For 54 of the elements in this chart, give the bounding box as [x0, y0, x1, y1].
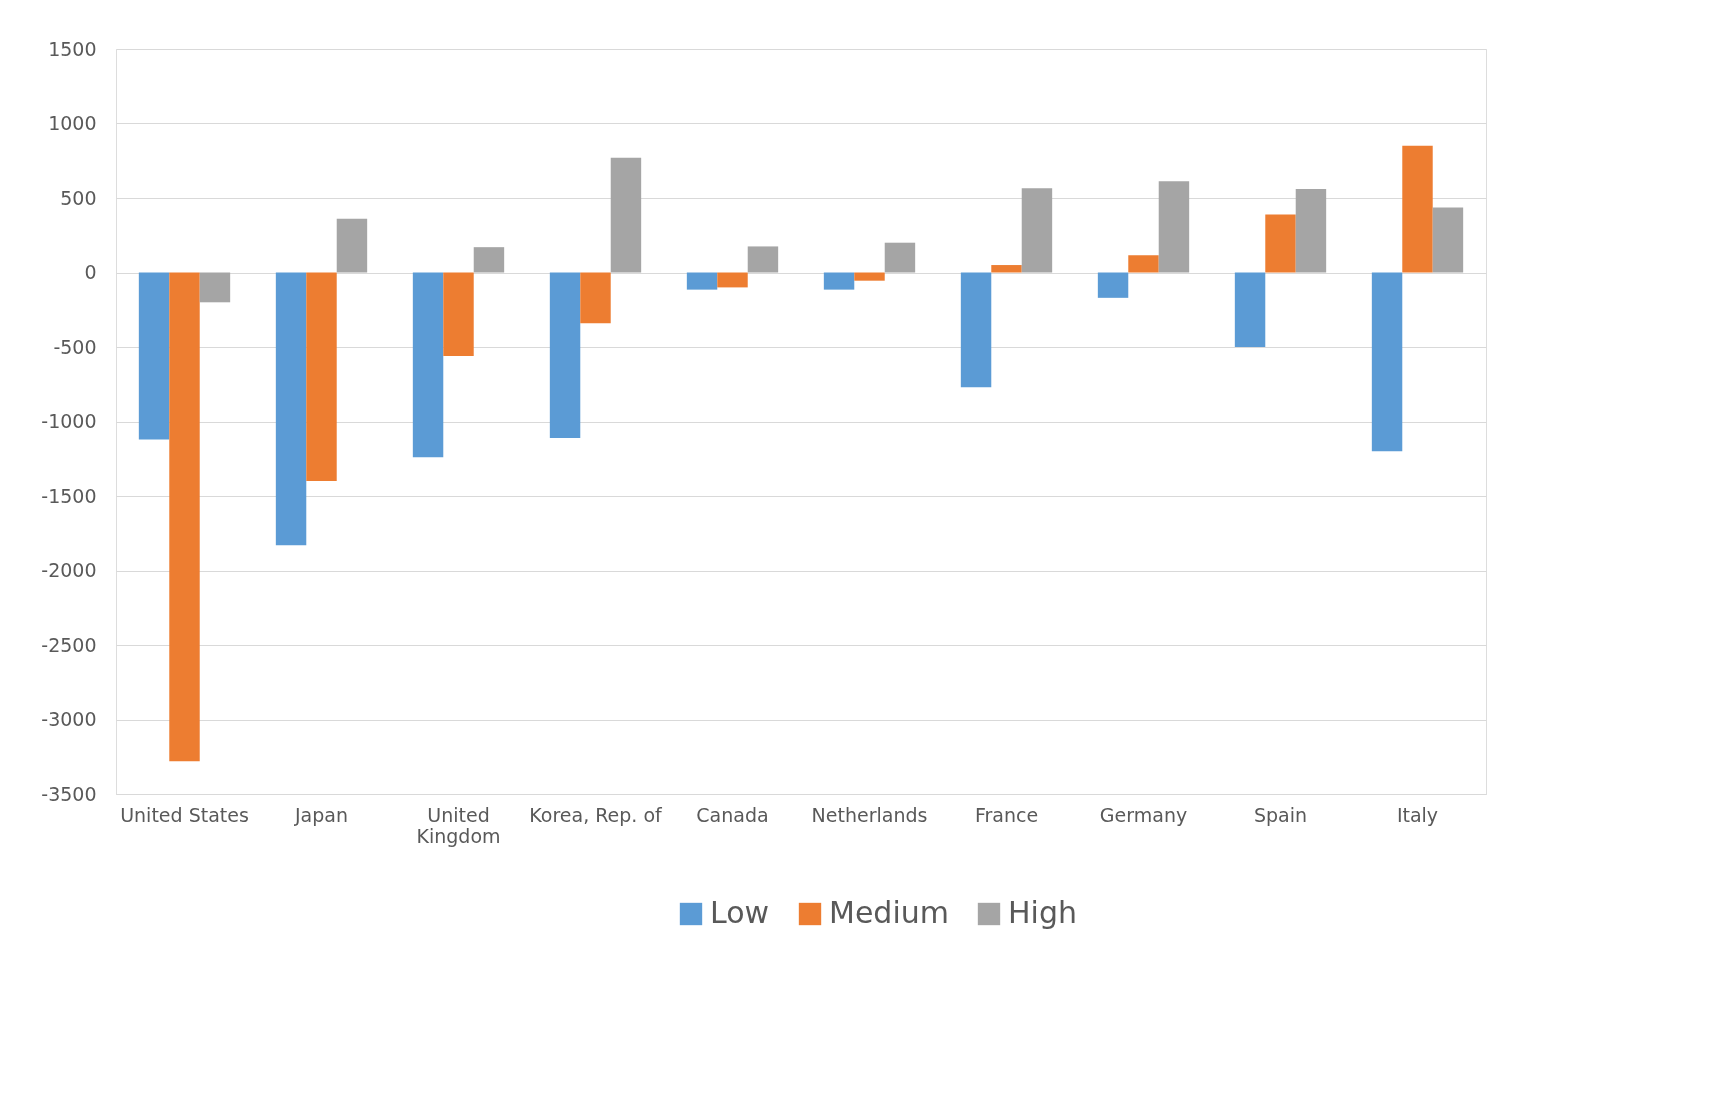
legend-label: High — [1008, 895, 1077, 930]
bar — [991, 265, 1022, 273]
bar — [686, 272, 718, 290]
bar — [306, 272, 337, 482]
bar — [1021, 188, 1053, 273]
legend-label: Medium — [829, 895, 949, 930]
bar — [1097, 272, 1129, 298]
bar — [580, 272, 611, 324]
x-tick-label: Canada — [696, 803, 769, 826]
x-tick-label: Germany — [1099, 803, 1188, 826]
bar — [473, 247, 505, 273]
bar — [275, 272, 307, 546]
y-tick-label: -2000 — [41, 559, 97, 581]
x-tick-label: Japan — [294, 803, 348, 826]
bar — [549, 272, 581, 438]
y-tick-label: -500 — [53, 335, 97, 358]
x-tick-label: Italy — [1396, 803, 1439, 826]
bar — [747, 246, 779, 273]
bar — [138, 272, 170, 440]
bar — [717, 272, 748, 288]
bar — [1402, 145, 1433, 273]
y-tick-label: -2500 — [41, 633, 97, 656]
y-tick-label: -3000 — [41, 708, 97, 730]
x-tick-label: Korea, Rep. of — [529, 803, 664, 826]
legend-label: Low — [710, 895, 770, 930]
bar — [1265, 214, 1296, 273]
bar — [1432, 207, 1464, 273]
bar — [960, 272, 992, 388]
x-tick-label: Spain — [1253, 803, 1308, 826]
bar — [443, 272, 474, 356]
x-tick-label: France — [974, 803, 1039, 826]
y-tick-label: 0 — [84, 261, 97, 283]
y-tick-label: 500 — [60, 186, 97, 209]
bar — [1128, 255, 1159, 273]
x-tick-label: United Kingdom — [416, 803, 501, 847]
bar — [854, 272, 885, 281]
bar — [412, 272, 444, 458]
bar — [199, 272, 231, 303]
y-tick-label: 1000 — [48, 112, 97, 134]
x-tick-label: United States — [120, 803, 249, 826]
bar — [610, 157, 642, 273]
y-tick-label: 1500 — [48, 37, 97, 60]
bar — [1295, 189, 1327, 273]
y-tick-label: -1000 — [41, 410, 97, 432]
bar — [884, 242, 916, 273]
bar — [1371, 272, 1403, 452]
x-tick-label: Netherlands — [811, 803, 928, 826]
y-tick-label: -1500 — [41, 484, 97, 507]
y-tick-label: -3500 — [41, 782, 97, 805]
bar — [1234, 272, 1266, 347]
bar — [823, 272, 855, 290]
bar — [336, 218, 368, 273]
bar — [1158, 181, 1190, 273]
bar — [169, 272, 200, 762]
